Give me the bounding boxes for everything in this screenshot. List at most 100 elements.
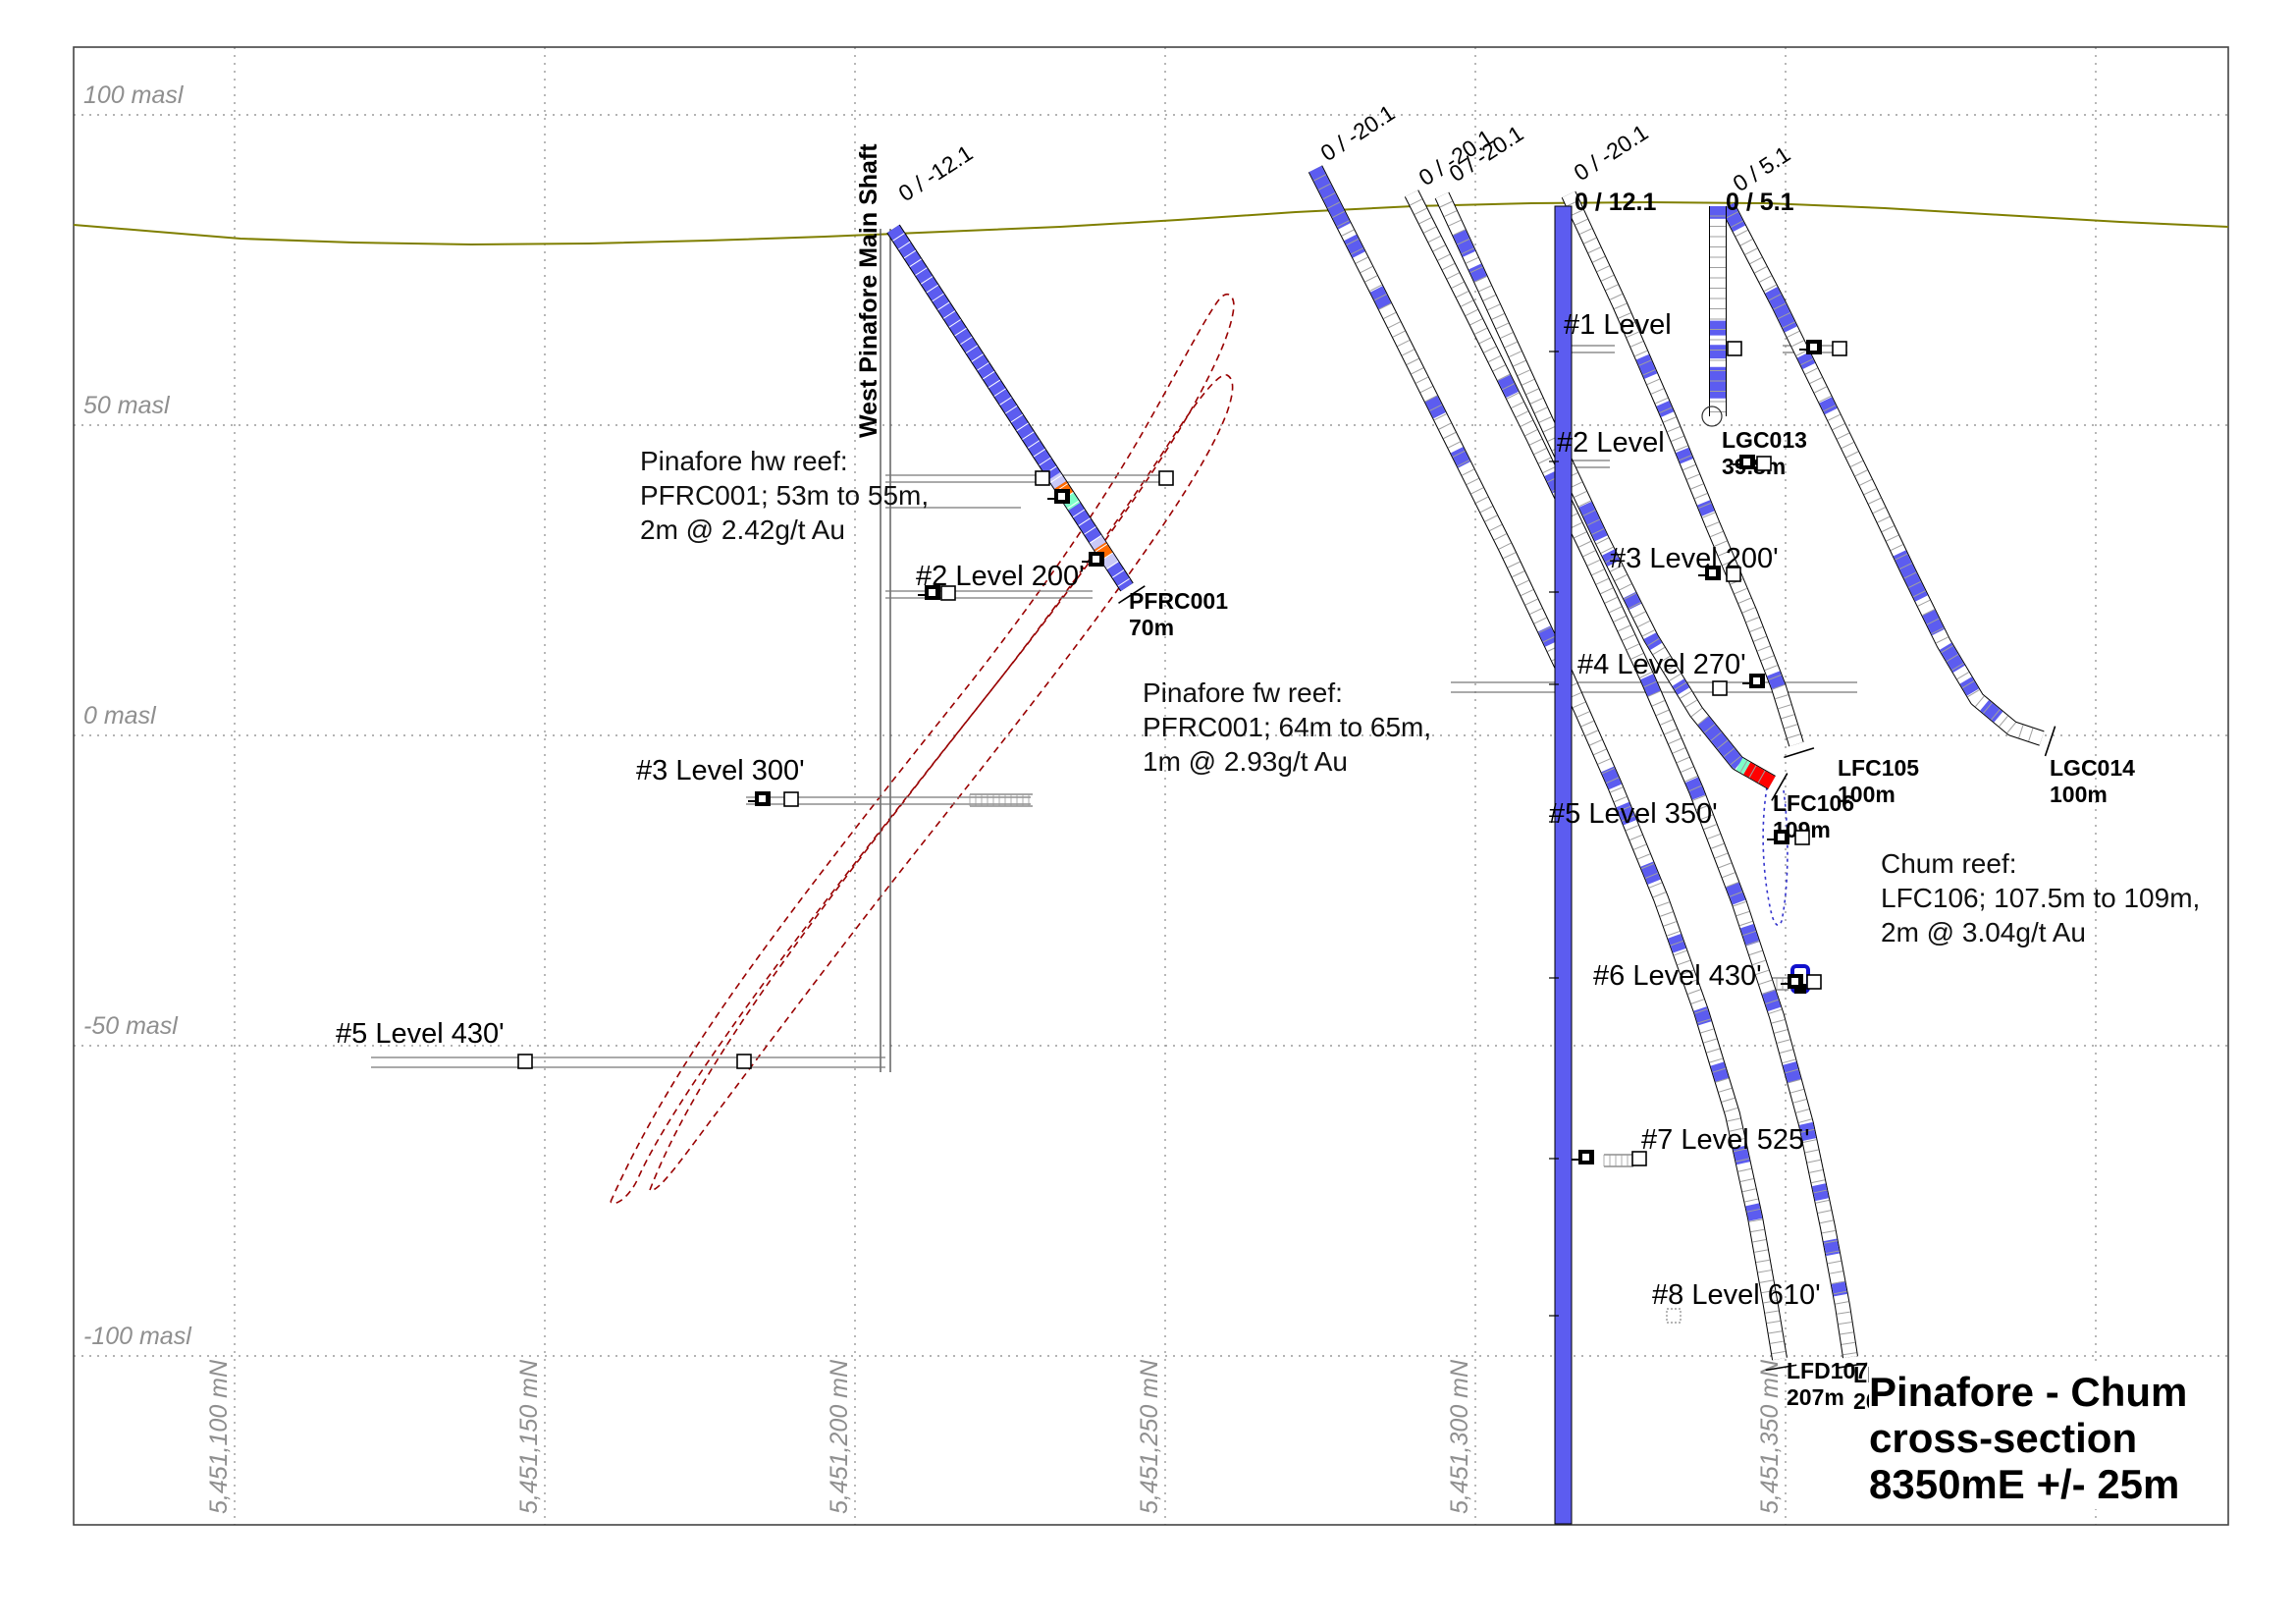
hole-end-label-LGC014: 100m	[2050, 782, 2108, 807]
hole-tick	[1813, 1189, 1828, 1194]
hole-tick	[1482, 294, 1496, 301]
hole-tick	[1692, 794, 1706, 801]
hole-tick	[1575, 218, 1588, 226]
hole-tick	[1755, 1259, 1770, 1264]
hole-interval	[1623, 591, 1642, 610]
hole-tick	[1647, 690, 1661, 697]
hole-tick	[1322, 192, 1336, 200]
hole-trace-hidden-hole	[1405, 189, 1857, 1359]
hole-tick	[1757, 645, 1771, 652]
hole-tick	[1629, 341, 1644, 348]
hole-tick	[1039, 457, 1051, 466]
hole-tick	[1785, 1068, 1799, 1074]
hole-tick	[1706, 1048, 1721, 1054]
hole-tick	[1663, 416, 1677, 423]
hole-tick	[1487, 303, 1501, 311]
hole-tick	[1754, 1249, 1769, 1253]
hole-tick	[1804, 367, 1818, 375]
hole-tick	[1837, 1311, 1851, 1315]
hole-tick	[1629, 834, 1643, 841]
hole-tick	[1787, 733, 1801, 739]
hole-tick	[1566, 199, 1579, 207]
hole-tick	[1593, 748, 1607, 756]
hole-interval	[1783, 1061, 1801, 1084]
hole-tick	[1674, 681, 1687, 690]
hole-tick	[1504, 341, 1518, 349]
hole-tick	[1600, 587, 1614, 595]
x-axis-label: 5,451,150 mN	[515, 1359, 543, 1514]
hole-tick	[1466, 477, 1479, 486]
hole-tick	[1610, 565, 1624, 572]
hole-tick	[1647, 637, 1660, 647]
hole-tick	[1818, 395, 1832, 403]
hole-tick	[1578, 228, 1593, 236]
hole-tick	[1757, 770, 1766, 784]
hole-tick	[1444, 210, 1458, 217]
hole-tick	[1528, 438, 1543, 446]
hole-interval	[1721, 202, 1746, 232]
hole-tick	[1643, 680, 1657, 688]
hole-tick	[926, 284, 939, 294]
hole-tick	[1778, 704, 1791, 710]
hole-tick	[1682, 463, 1696, 471]
hole-tick	[1723, 747, 1735, 758]
hole-tick	[1795, 1109, 1810, 1113]
y-axis-label: 0 masl	[83, 702, 157, 730]
hole-tick	[1722, 559, 1735, 567]
hole-tick	[1754, 266, 1768, 274]
hole-tick	[1790, 340, 1804, 348]
hole-tick	[1760, 655, 1775, 662]
hole-tick	[1845, 451, 1859, 459]
hole-tick	[1763, 284, 1777, 293]
hole-tick	[1466, 256, 1479, 264]
hole-tick	[1495, 322, 1510, 330]
hole-tick	[1961, 680, 1975, 689]
hole-tick	[1755, 969, 1770, 976]
hole-tick	[1863, 488, 1877, 496]
hole-tick	[1462, 468, 1475, 476]
hole-interval	[1468, 263, 1487, 282]
hole-tick	[1833, 1290, 1847, 1295]
marker-open-square	[736, 1054, 752, 1069]
hole-tick	[1677, 959, 1691, 966]
hole-tick	[1525, 388, 1539, 396]
hole-tick	[1712, 1067, 1727, 1073]
collar-label-PFRC001: 0 / -12.1	[894, 139, 978, 206]
hole-interval	[1672, 678, 1690, 695]
hole-tick	[1457, 238, 1470, 245]
hole-tick	[1433, 413, 1447, 421]
hole-tick	[1941, 645, 1953, 654]
hole-tick	[1974, 695, 1985, 708]
hole-end-tick	[1765, 1364, 1797, 1372]
hole-tick	[2028, 728, 2034, 742]
marker-open-square	[1158, 470, 1174, 486]
marker-circle	[1701, 406, 1723, 427]
hole-tick	[1516, 579, 1529, 587]
hole-tick	[1730, 755, 1741, 766]
hole-tick	[1626, 643, 1640, 651]
hole-tick	[1849, 460, 1863, 467]
collar-label-LFD107: 0 / -20.1	[1316, 99, 1400, 166]
hole-tick	[1683, 979, 1698, 986]
hole-tick	[1768, 294, 1782, 301]
hole-interval	[1578, 501, 1608, 542]
marker-open-square	[940, 585, 956, 601]
hole-tick	[1898, 563, 1912, 569]
hole-tick	[1479, 506, 1493, 514]
hole-tick	[1773, 302, 1787, 310]
hole-tick	[1804, 1149, 1819, 1154]
annotation-line: PFRC001; 53m to 55m,	[640, 480, 930, 511]
hole-tick	[1697, 715, 1709, 726]
marker-flag	[1753, 677, 1760, 684]
hole-tick	[1895, 553, 1908, 561]
hole-tick	[1681, 766, 1694, 773]
hole-tick	[1676, 756, 1690, 764]
hole-tick	[1726, 211, 1739, 219]
hole-tick	[1084, 526, 1096, 535]
hole-tick	[1533, 617, 1547, 624]
hole-tick	[1827, 413, 1841, 421]
hole-tick	[1672, 747, 1685, 754]
hole-tick	[1681, 969, 1694, 976]
hole-interval	[1643, 632, 1663, 651]
hole-tick	[1614, 302, 1628, 310]
